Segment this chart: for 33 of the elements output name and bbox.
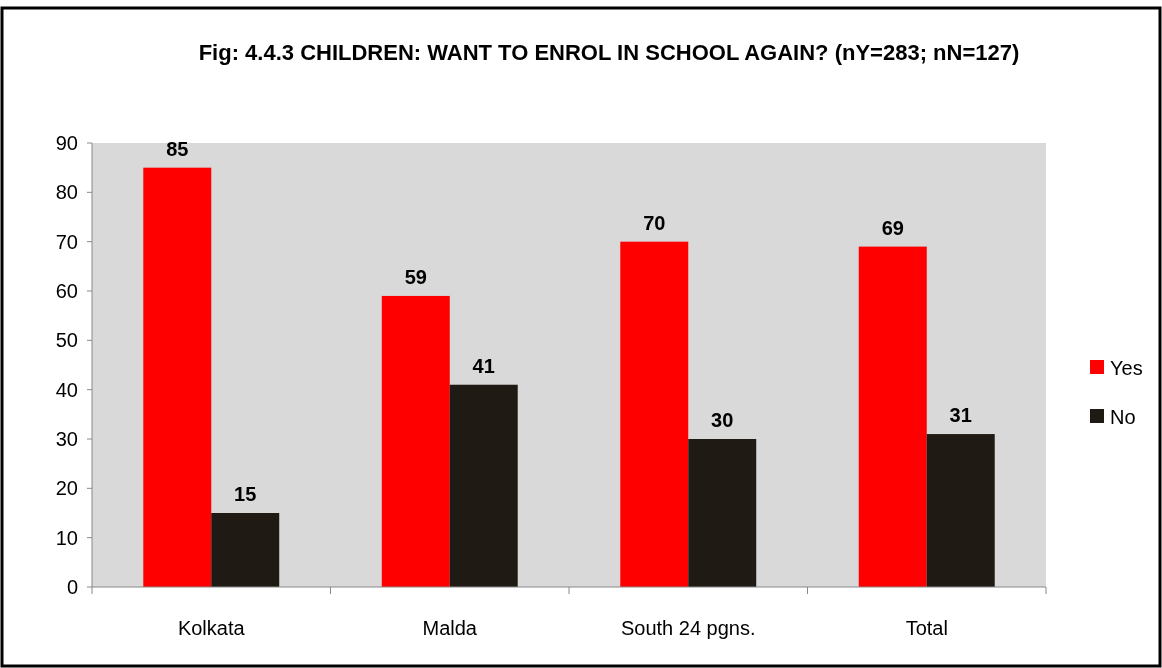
y-tick-label: 0 <box>66 576 78 598</box>
legend-label: No <box>1110 406 1136 428</box>
y-tick-label: 10 <box>55 526 78 549</box>
bar <box>449 384 518 587</box>
y-tick-label: 80 <box>55 181 78 204</box>
data-label: 30 <box>711 409 734 431</box>
bar <box>211 513 280 587</box>
y-tick-label: 60 <box>55 280 78 302</box>
data-label: 85 <box>166 137 189 160</box>
bar <box>143 167 212 587</box>
data-label: 41 <box>472 354 495 377</box>
bar <box>858 246 927 587</box>
legend-label: Yes <box>1110 357 1143 379</box>
y-tick-label: 70 <box>55 230 78 253</box>
x-tick-label: Kolkata <box>177 617 246 639</box>
chart-title: Fig: 4.4.3 CHILDREN: WANT TO ENROL IN SCHOOL AGAIN? (nY=283; nN=127) <box>198 40 1020 65</box>
data-label: 59 <box>404 265 427 288</box>
data-label: 15 <box>234 483 257 505</box>
data-label: 31 <box>949 404 972 427</box>
y-tick-label: 30 <box>55 428 78 450</box>
bar <box>620 241 689 587</box>
data-label: 69 <box>881 216 904 239</box>
y-tick-label: 40 <box>55 378 78 401</box>
y-tick-label: 90 <box>55 132 78 154</box>
y-tick-label: 50 <box>55 329 78 352</box>
x-tick-label: South 24 pgns. <box>620 617 756 639</box>
bar <box>688 439 757 587</box>
data-label: 70 <box>643 211 666 234</box>
x-tick-label: Malda <box>422 617 478 639</box>
bar <box>381 295 450 587</box>
x-tick-label: Total <box>905 617 948 639</box>
bar <box>926 434 995 587</box>
y-tick-label: 20 <box>55 477 78 500</box>
